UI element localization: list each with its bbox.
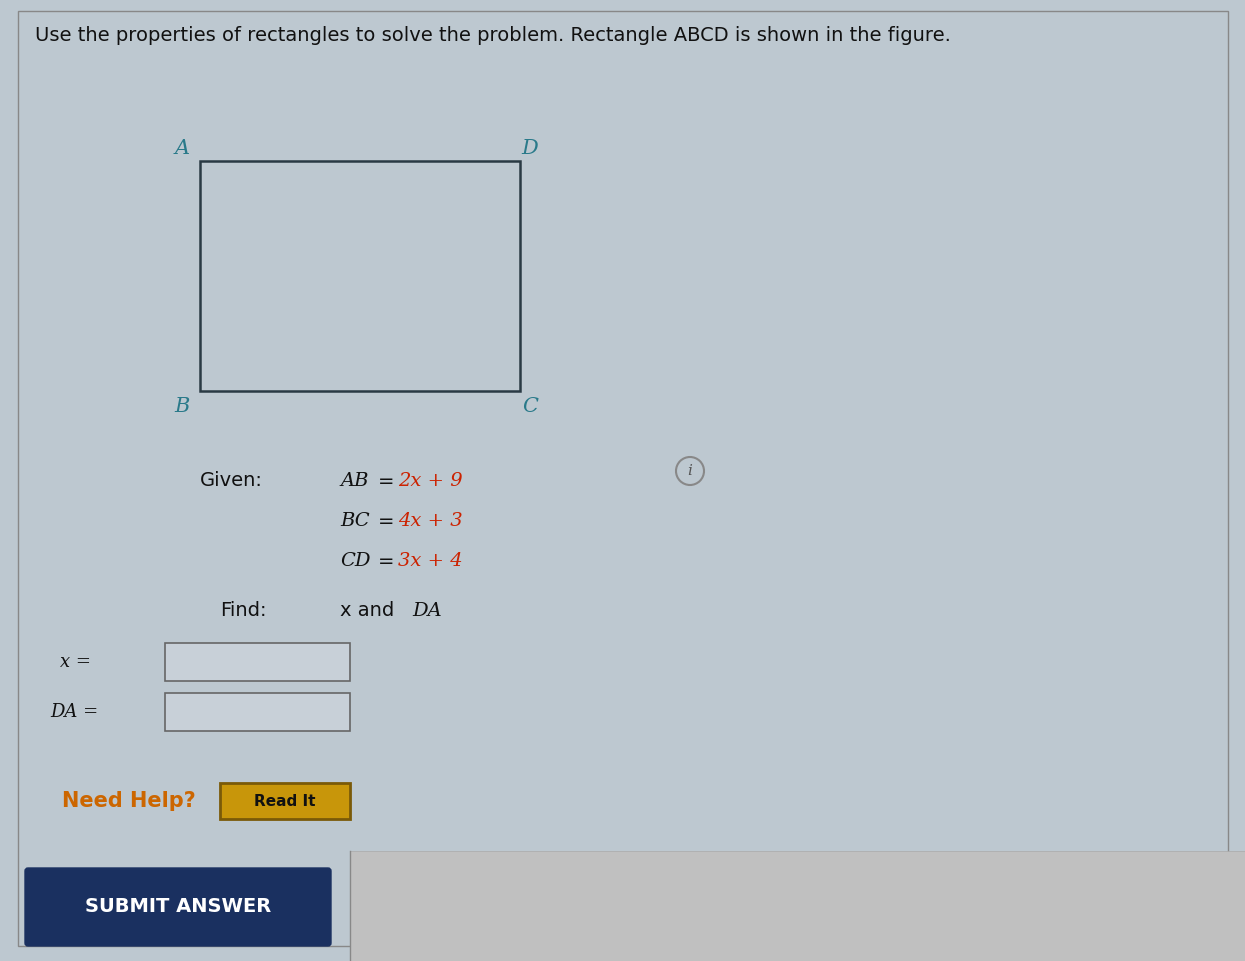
- Text: BC: BC: [340, 512, 370, 530]
- Bar: [166, 693, 350, 731]
- Text: Need Help?: Need Help?: [62, 791, 195, 811]
- Text: A: A: [174, 139, 189, 159]
- Text: CD: CD: [340, 552, 371, 570]
- Bar: [166, 643, 350, 681]
- Bar: [200, 161, 520, 391]
- Text: =: =: [378, 472, 395, 490]
- Text: SUBMIT ANSWER: SUBMIT ANSWER: [85, 898, 271, 917]
- Text: x =: x =: [60, 653, 91, 671]
- Text: i: i: [687, 464, 692, 478]
- Text: Read It: Read It: [254, 794, 316, 808]
- Bar: [220, 783, 350, 819]
- Text: Use the properties of rectangles to solve the problem. Rectangle ABCD is shown i: Use the properties of rectangles to solv…: [35, 26, 951, 45]
- Text: B: B: [174, 397, 189, 415]
- Text: AB: AB: [340, 472, 369, 490]
- Bar: [350, 851, 1245, 961]
- Text: 3x + 4: 3x + 4: [398, 552, 463, 570]
- Text: D: D: [522, 139, 538, 159]
- Text: C: C: [522, 397, 538, 415]
- Text: DA: DA: [412, 602, 442, 620]
- Text: DA =: DA =: [50, 703, 98, 721]
- Text: =: =: [378, 552, 395, 571]
- Text: 4x + 3: 4x + 3: [398, 512, 463, 530]
- FancyBboxPatch shape: [25, 868, 331, 946]
- Text: x and: x and: [340, 602, 401, 621]
- Text: 2x + 9: 2x + 9: [398, 472, 463, 490]
- Text: Find:: Find:: [220, 602, 266, 621]
- Text: =: =: [378, 511, 395, 530]
- Text: Given:: Given:: [200, 472, 263, 490]
